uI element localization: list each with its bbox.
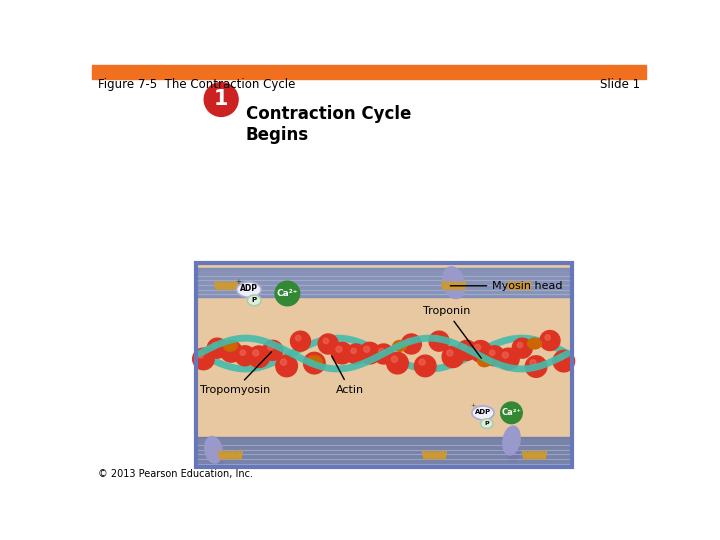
Text: 1: 1 xyxy=(214,90,228,110)
Ellipse shape xyxy=(248,295,261,306)
Circle shape xyxy=(364,346,370,353)
Circle shape xyxy=(490,350,495,355)
Circle shape xyxy=(263,340,283,360)
Circle shape xyxy=(415,355,436,377)
Circle shape xyxy=(500,402,522,423)
Circle shape xyxy=(447,350,453,356)
Bar xyxy=(196,262,572,467)
Circle shape xyxy=(387,352,408,374)
Circle shape xyxy=(401,334,421,354)
Ellipse shape xyxy=(212,455,222,468)
Circle shape xyxy=(323,338,328,343)
Circle shape xyxy=(193,348,215,370)
Ellipse shape xyxy=(480,418,493,428)
Circle shape xyxy=(503,352,508,358)
Circle shape xyxy=(379,348,384,354)
Circle shape xyxy=(462,345,467,350)
Circle shape xyxy=(197,352,204,358)
Circle shape xyxy=(276,355,297,377)
Ellipse shape xyxy=(477,356,492,367)
Text: Figure 7-5  The Contraction Cycle: Figure 7-5 The Contraction Cycle xyxy=(98,78,295,91)
Circle shape xyxy=(318,334,338,354)
Ellipse shape xyxy=(503,426,520,455)
Ellipse shape xyxy=(223,340,238,351)
Text: P: P xyxy=(485,421,489,426)
Circle shape xyxy=(540,330,560,350)
Circle shape xyxy=(304,352,325,374)
Circle shape xyxy=(290,331,310,351)
Text: Tropomyosin: Tropomyosin xyxy=(200,352,271,395)
Circle shape xyxy=(545,335,550,340)
Circle shape xyxy=(240,350,246,355)
Circle shape xyxy=(485,346,505,366)
Text: ADP: ADP xyxy=(475,409,491,415)
Circle shape xyxy=(336,346,342,353)
Circle shape xyxy=(275,281,300,306)
Circle shape xyxy=(295,335,301,341)
Circle shape xyxy=(308,356,315,362)
Circle shape xyxy=(235,346,255,366)
Text: Ca²⁺: Ca²⁺ xyxy=(502,408,521,417)
Circle shape xyxy=(392,356,397,362)
Ellipse shape xyxy=(508,446,520,461)
Circle shape xyxy=(351,348,356,354)
Circle shape xyxy=(225,345,231,350)
Circle shape xyxy=(512,338,532,358)
Circle shape xyxy=(212,342,217,348)
Circle shape xyxy=(456,340,477,360)
Bar xyxy=(211,96,570,267)
Text: P: P xyxy=(252,298,257,303)
Text: +: + xyxy=(235,279,241,285)
Circle shape xyxy=(558,354,564,360)
Circle shape xyxy=(204,83,238,117)
Circle shape xyxy=(281,359,287,365)
Text: Ca²⁺: Ca²⁺ xyxy=(276,289,298,298)
Bar xyxy=(196,262,572,467)
Circle shape xyxy=(474,345,481,350)
Circle shape xyxy=(207,338,228,358)
Circle shape xyxy=(470,341,492,362)
Text: Actin: Actin xyxy=(332,356,364,395)
Circle shape xyxy=(419,359,426,365)
Circle shape xyxy=(429,331,449,351)
Circle shape xyxy=(253,350,259,356)
Circle shape xyxy=(526,356,547,377)
Text: © 2013 Pearson Education, Inc.: © 2013 Pearson Education, Inc. xyxy=(98,469,253,480)
Text: +: + xyxy=(471,403,476,408)
Circle shape xyxy=(553,350,575,372)
Ellipse shape xyxy=(204,436,222,463)
Ellipse shape xyxy=(528,338,541,349)
Circle shape xyxy=(374,344,394,364)
Circle shape xyxy=(406,338,412,343)
Text: Contraction Cycle
Begins: Contraction Cycle Begins xyxy=(246,105,411,144)
Circle shape xyxy=(331,342,353,364)
Ellipse shape xyxy=(237,282,261,298)
Circle shape xyxy=(434,335,439,341)
Ellipse shape xyxy=(308,356,322,367)
Circle shape xyxy=(359,342,381,364)
Circle shape xyxy=(220,341,242,362)
Bar xyxy=(92,65,647,79)
Circle shape xyxy=(498,348,519,370)
Circle shape xyxy=(530,360,536,366)
Bar xyxy=(196,268,572,298)
Bar xyxy=(196,437,572,467)
Ellipse shape xyxy=(472,406,494,420)
Circle shape xyxy=(517,342,523,348)
Circle shape xyxy=(248,346,270,368)
Circle shape xyxy=(268,345,273,350)
Ellipse shape xyxy=(393,340,407,351)
Text: Troponin: Troponin xyxy=(423,306,481,358)
Ellipse shape xyxy=(443,267,465,299)
Circle shape xyxy=(442,346,464,368)
Circle shape xyxy=(346,344,366,364)
Text: Slide 1: Slide 1 xyxy=(600,78,640,91)
Text: ADP: ADP xyxy=(240,285,258,293)
Text: Myosin head: Myosin head xyxy=(450,281,563,291)
